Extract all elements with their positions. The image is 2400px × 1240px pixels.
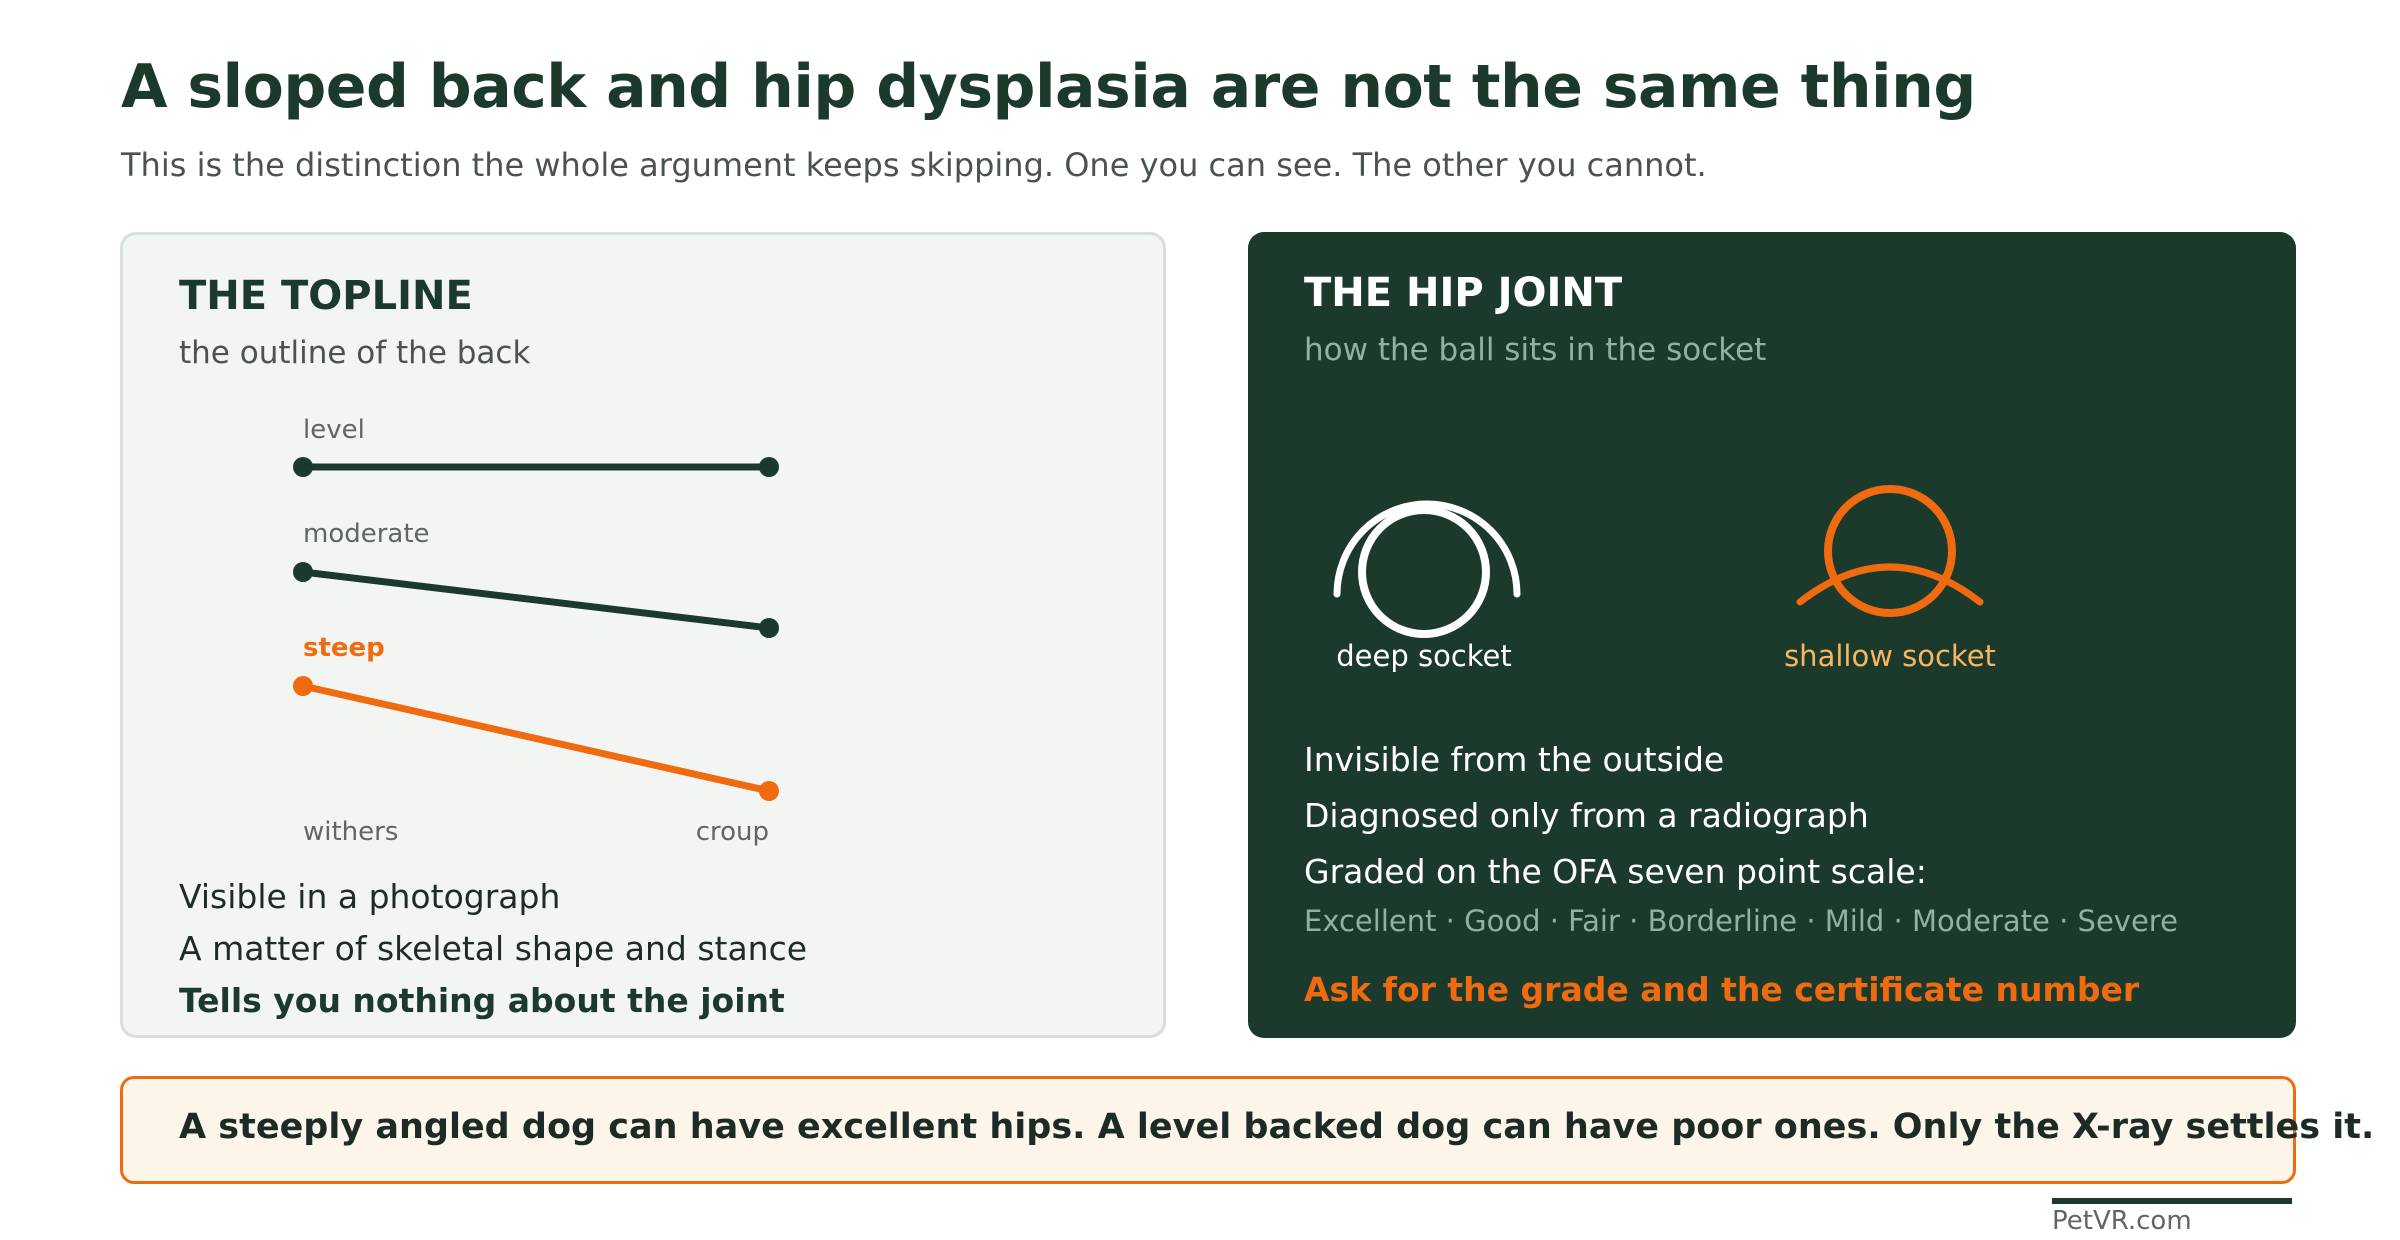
steep-line xyxy=(299,682,773,795)
footer-brand: PetVR.com xyxy=(2052,1206,2192,1236)
topline-facts: Visible in a photograph A matter of skel… xyxy=(179,871,807,1027)
topline-title: THE TOPLINE xyxy=(179,273,473,319)
hip-title: THE HIP JOINT xyxy=(1304,270,1623,316)
steep-withers-point xyxy=(293,676,313,696)
shallow-socket-label: shallow socket xyxy=(1784,639,1996,673)
conclusion-banner: A steeply angled dog can have excellent … xyxy=(120,1076,2374,1184)
topline-fact: Visible in a photograph xyxy=(179,877,561,916)
topline-slope-diagram: level moderate steep withers croup xyxy=(293,415,779,847)
hip-call-to-action: Ask for the grade and the certificate nu… xyxy=(1304,970,2140,1009)
topline-subtitle: the outline of the back xyxy=(179,335,531,371)
page-title: A sloped back and hip dysplasia are not … xyxy=(121,52,1976,122)
hip-facts: Invisible from the outside Diagnosed onl… xyxy=(1304,732,1927,900)
hip-fact: Graded on the OFA seven point scale: xyxy=(1304,852,1927,891)
moderate-withers-point xyxy=(293,562,313,582)
deep-socket-icon xyxy=(1333,500,1521,638)
hip-subtitle: how the ball sits in the socket xyxy=(1304,332,1767,368)
hip-joint-card: THE HIP JOINT how the ball sits in the s… xyxy=(1248,232,2296,1038)
row-label-moderate: moderate xyxy=(303,519,430,549)
moderate-line xyxy=(299,568,773,632)
hip-fact: Invisible from the outside xyxy=(1304,740,1725,779)
conclusion-text: A steeply angled dog can have excellent … xyxy=(179,1107,2375,1147)
hip-socket-diagram: deep socket shallow socket xyxy=(1333,485,1996,673)
page-subtitle: This is the distinction the whole argume… xyxy=(121,146,1707,184)
topline-fact-key: Tells you nothing about the joint xyxy=(179,981,785,1020)
level-withers-point xyxy=(293,457,313,477)
row-label-level: level xyxy=(303,415,365,445)
shallow-socket-icon xyxy=(1796,485,1984,617)
axis-label-croup: croup xyxy=(696,817,769,847)
ofa-grade-scale: Excellent · Good · Fair · Borderline · M… xyxy=(1304,904,2178,938)
steep-croup-point xyxy=(759,781,779,801)
topline-fact: A matter of skeletal shape and stance xyxy=(179,929,808,968)
deep-socket-label: deep socket xyxy=(1336,639,1512,673)
row-label-steep: steep xyxy=(303,633,385,663)
footer-divider xyxy=(2052,1198,2292,1204)
axis-label-withers: withers xyxy=(303,817,398,847)
hip-fact: Diagnosed only from a radiograph xyxy=(1304,796,1869,835)
level-croup-point xyxy=(759,457,779,477)
moderate-croup-point xyxy=(759,618,779,638)
topline-card: THE TOPLINE the outline of the back leve… xyxy=(120,232,1166,1038)
